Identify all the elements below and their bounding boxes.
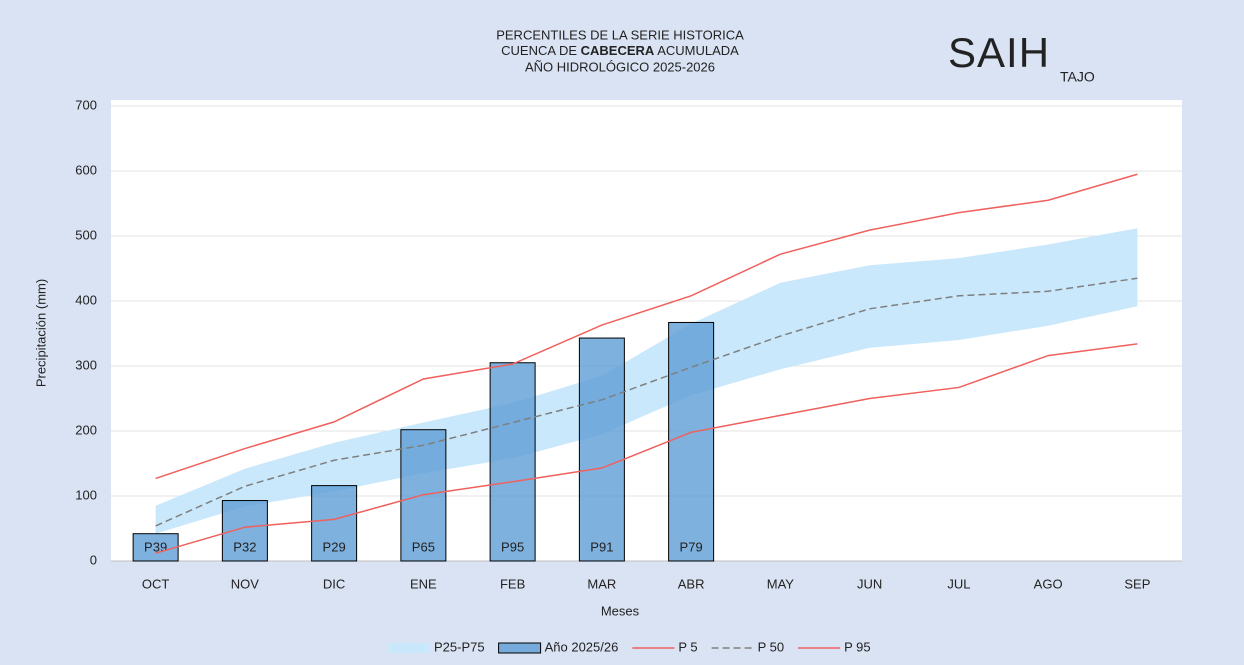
x-axis-label: Meses (601, 603, 640, 618)
bar-label: P32 (233, 539, 256, 554)
bar (221, 500, 268, 562)
chart-title: AÑO HIDROLÓGICO 2025-2026 (525, 59, 715, 74)
bar-label: P65 (412, 539, 435, 554)
line (155, 277, 1138, 527)
x-tick-label: JUL (947, 576, 970, 591)
title-part: CUENCA DE (501, 43, 580, 58)
bar (132, 533, 179, 562)
x-tick-label: MAY (767, 576, 795, 591)
bar-label: P95 (501, 539, 524, 554)
bar-label: P79 (680, 539, 703, 554)
y-axis-label: Precipitación (mm) (33, 279, 48, 387)
x-tick-label: JUN (857, 576, 882, 591)
y-tick-label: 400 (75, 292, 97, 307)
x-tick-label: SEP (1124, 576, 1150, 591)
title-part: ACUMULADA (654, 43, 739, 58)
legend-swatch (498, 642, 542, 654)
title-part: CABECERA (581, 43, 655, 58)
legend-label: Año 2025/26 (545, 639, 619, 654)
bar (311, 485, 358, 562)
legend-label: P25-P75 (434, 639, 485, 654)
y-tick-label: 200 (75, 422, 97, 437)
y-tick-label: 300 (75, 357, 97, 372)
legend-label: P 95 (844, 639, 871, 654)
y-tick-label: 500 (75, 227, 97, 242)
y-tick-label: 700 (75, 97, 97, 112)
bar (668, 321, 715, 562)
bar-label: P29 (323, 539, 346, 554)
x-tick-label: ENE (410, 576, 437, 591)
y-tick-label: 0 (90, 552, 97, 567)
x-tick-label: DIC (323, 576, 345, 591)
chart-title: CUENCA DE CABECERA ACUMULADA (501, 43, 739, 58)
bar-label: P39 (144, 539, 167, 554)
x-tick-label: NOV (231, 576, 260, 591)
legend-label: P 5 (678, 639, 697, 654)
line (155, 343, 1138, 554)
x-tick-label: AGO (1034, 576, 1063, 591)
x-tick-label: MAR (587, 576, 616, 591)
y-tick-label: 100 (75, 487, 97, 502)
chart-title: PERCENTILES DE LA SERIE HISTORICA (496, 27, 744, 42)
line (155, 173, 1138, 480)
bar-label: P91 (590, 539, 613, 554)
x-tick-label: FEB (500, 576, 525, 591)
x-tick-label: OCT (142, 576, 170, 591)
logo: SAIH (948, 29, 1050, 76)
logo-sub: TAJO (1060, 69, 1095, 85)
legend-label: P 50 (758, 639, 785, 654)
x-tick-label: ABR (678, 576, 705, 591)
bar (489, 362, 536, 562)
y-tick-label: 600 (75, 162, 97, 177)
bar (578, 337, 625, 562)
legend-swatch (388, 643, 430, 653)
